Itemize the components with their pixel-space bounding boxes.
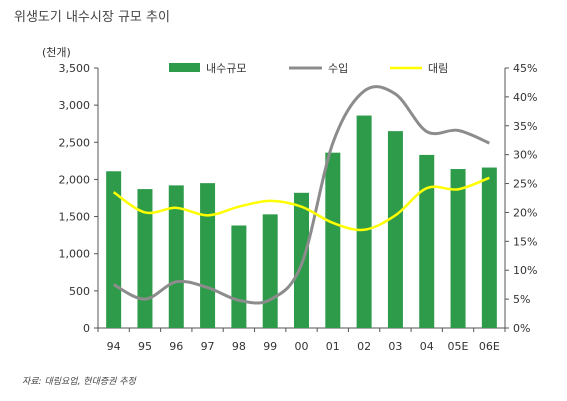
- x-axis-tick-label: 04: [420, 340, 434, 353]
- bar-02: [356, 115, 372, 329]
- bar-94: [106, 171, 122, 328]
- x-axis-tick-label: 97: [201, 340, 215, 353]
- x-axis-tick-label: 95: [138, 340, 152, 353]
- right-axis-tick-label: 0%: [513, 322, 530, 335]
- line-import: [112, 85, 490, 305]
- x-axis-tick-label: 02: [357, 340, 371, 353]
- legend-label-import: 수입: [328, 62, 348, 75]
- chart-title: 위생도기 내수시장 규모 추이: [14, 10, 170, 25]
- bar-06E: [481, 167, 497, 328]
- right-axis-tick-label: 35%: [513, 120, 537, 133]
- bar-99: [262, 214, 278, 328]
- left-axis-unit-label: (천개): [42, 46, 71, 59]
- left-axis-tick-label: 3,000: [59, 99, 91, 112]
- bar-03: [387, 131, 403, 328]
- legend-label-daelim: 대림: [428, 62, 448, 75]
- right-axis-tick-label: 25%: [513, 178, 537, 191]
- left-axis-tick-label: 2,500: [59, 136, 91, 149]
- x-axis-tick-label: 06E: [479, 340, 500, 353]
- bar-04: [419, 154, 435, 328]
- left-axis-tick-label: 3,500: [59, 62, 91, 75]
- bar-98: [231, 225, 247, 328]
- source-note: 자료: 대림요업, 현대증권 추정: [22, 377, 136, 387]
- x-axis-tick-label: 01: [326, 340, 340, 353]
- line-series-group: [112, 85, 490, 305]
- right-axis-tick-label: 45%: [513, 62, 537, 75]
- right-axis-tick-label: 30%: [513, 149, 537, 162]
- left-axis-tick-label: 0: [83, 322, 90, 335]
- bar-01: [325, 152, 341, 328]
- chart-axes: 0 500 1,000 1,500 2,000 2,500 3,000 3,500 0% 5% 10…: [59, 62, 538, 353]
- right-axis-tick-label: 10%: [513, 264, 537, 277]
- bar-95: [137, 189, 153, 328]
- left-axis-tick-label: 2,000: [59, 173, 91, 186]
- right-axis-tick-label: 15%: [513, 235, 537, 248]
- legend-swatch-naesu: [169, 63, 200, 72]
- x-axis-tick-label: 96: [169, 340, 183, 353]
- right-axis-tick-label: 20%: [513, 206, 537, 219]
- line-daelim: [112, 176, 490, 232]
- right-axis-tick-label: 40%: [513, 91, 537, 104]
- x-axis-tick-label: 05E: [448, 340, 469, 353]
- bar-96: [168, 185, 184, 328]
- bar-series-naesu: [106, 115, 497, 329]
- bar-97: [200, 183, 216, 328]
- bar-05E: [450, 169, 466, 328]
- right-axis-tick-label: 5%: [513, 293, 530, 306]
- x-axis-tick-label: 94: [107, 340, 121, 353]
- chart-legend: 내수규모 수입 대림: [169, 62, 448, 75]
- x-axis-tick-label: 99: [263, 340, 277, 353]
- left-axis-tick-label: 1,500: [59, 211, 91, 224]
- x-axis-tick-label: 98: [232, 340, 246, 353]
- x-axis-tick-label: 00: [295, 340, 309, 353]
- left-axis-tick-label: 500: [69, 285, 90, 298]
- left-axis-tick-label: 1,000: [59, 248, 91, 261]
- legend-label-naesu: 내수규모: [206, 62, 246, 75]
- x-axis-tick-label: 03: [388, 340, 402, 353]
